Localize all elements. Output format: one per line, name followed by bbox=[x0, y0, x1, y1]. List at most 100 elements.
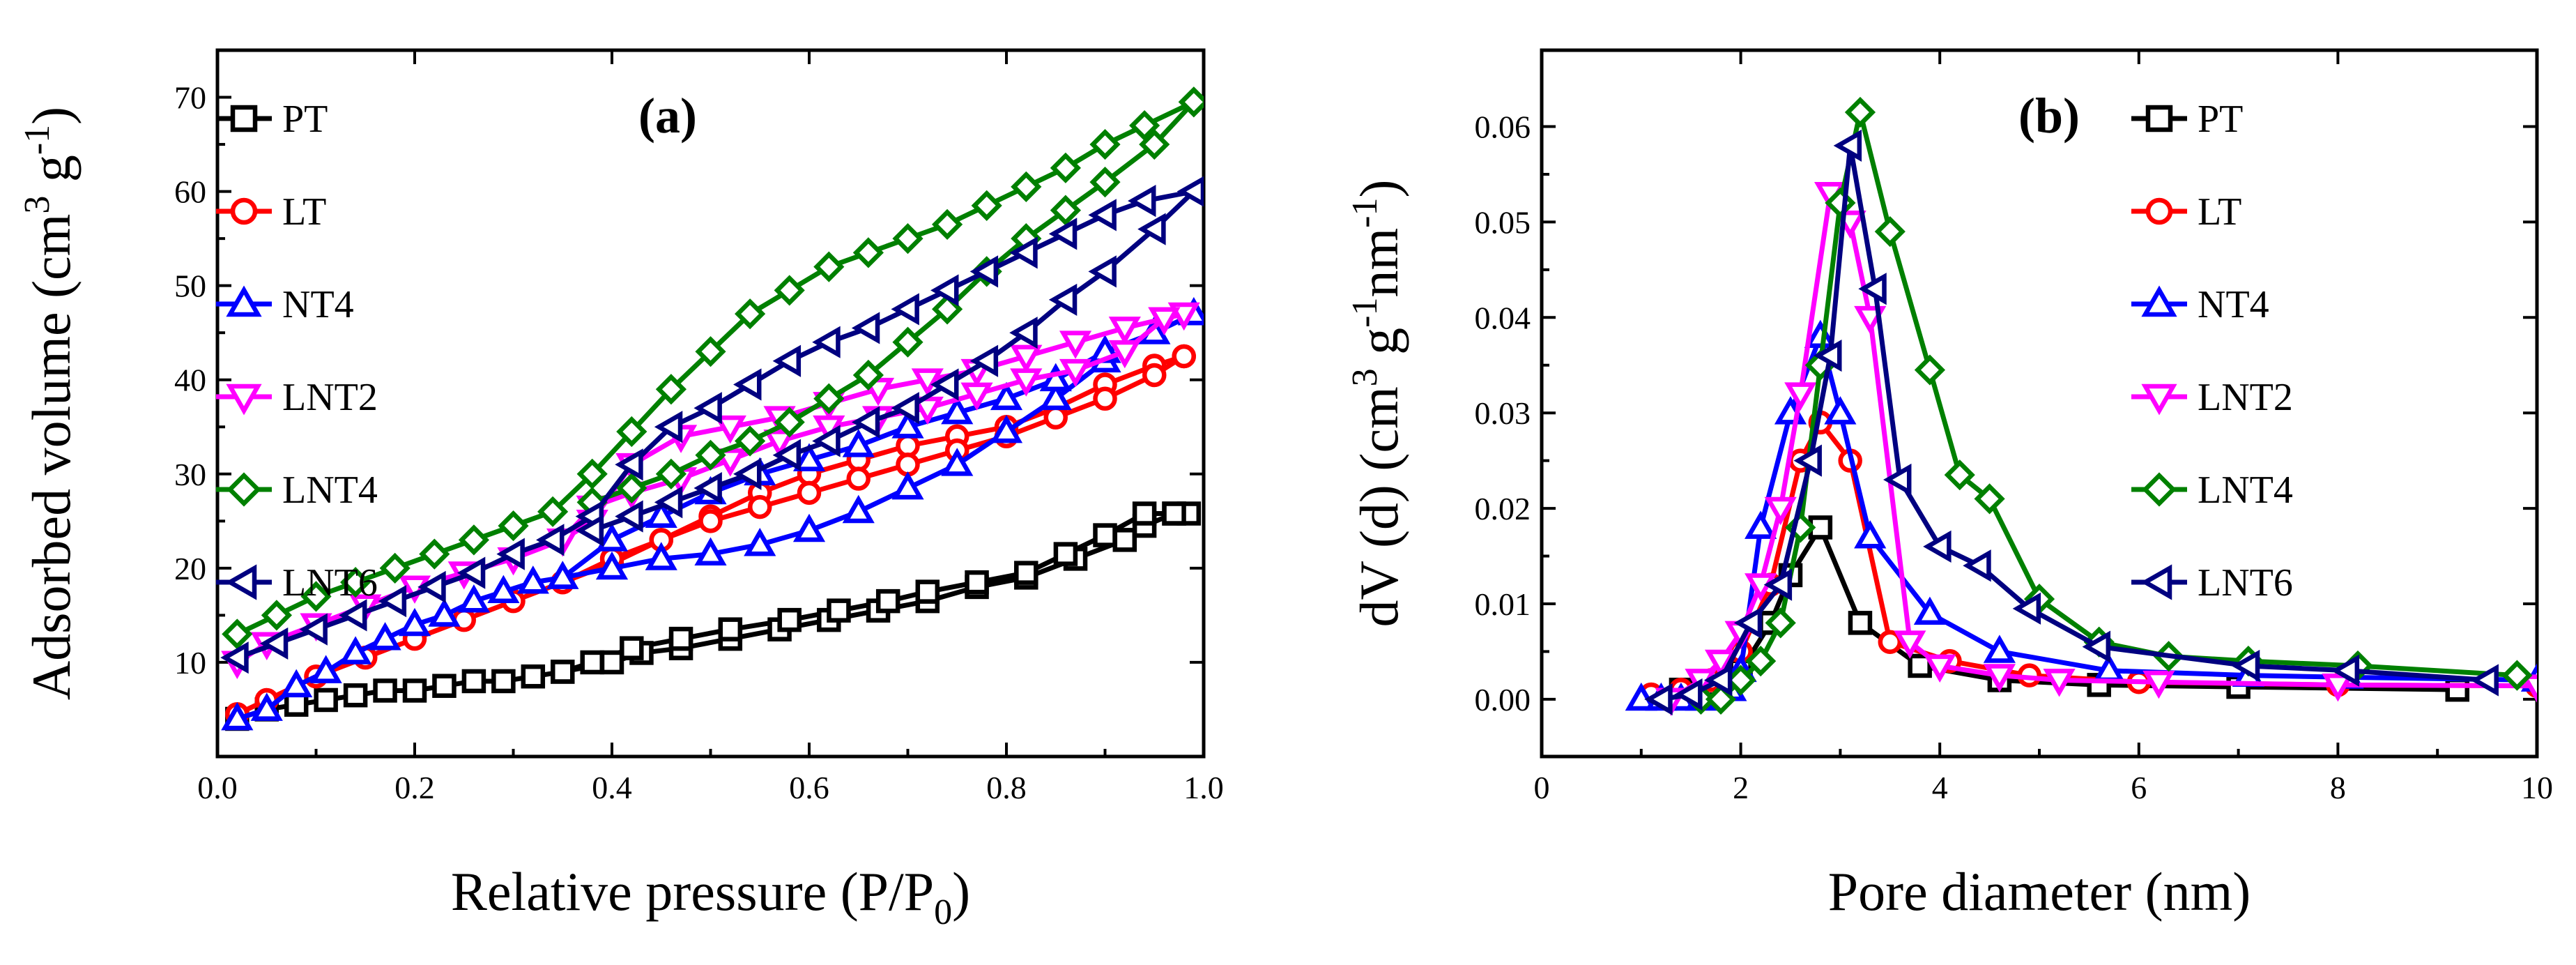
data-point bbox=[763, 430, 796, 458]
data-point bbox=[1093, 523, 1117, 547]
data-point bbox=[969, 344, 999, 377]
data-point bbox=[491, 669, 516, 694]
data-point bbox=[1913, 596, 1947, 625]
data-point bbox=[546, 561, 579, 589]
data-point bbox=[1009, 236, 1038, 269]
plot-frame bbox=[1540, 48, 2539, 759]
data-point bbox=[1129, 109, 1160, 142]
legend-item-lnt4: LNT4 bbox=[2131, 469, 2293, 512]
data-point bbox=[813, 383, 845, 414]
data-point bbox=[551, 660, 575, 684]
data-point bbox=[1108, 340, 1141, 369]
data-point bbox=[428, 598, 461, 627]
data-point bbox=[284, 692, 309, 717]
legend-item-lnt6: LNT6 bbox=[2131, 561, 2293, 605]
x-axis-title-end: ) bbox=[952, 861, 970, 922]
data-point bbox=[1974, 483, 2005, 515]
y-axis-title-ylabel-sup1: 3 bbox=[1345, 368, 1385, 386]
panel-label: (b) bbox=[2018, 88, 2080, 144]
legend-marker bbox=[226, 383, 262, 416]
y-tick-label: 10 bbox=[174, 645, 206, 681]
data-point bbox=[379, 552, 411, 584]
data-point bbox=[343, 683, 368, 708]
data-point bbox=[221, 701, 254, 731]
y-tick-label: 0.02 bbox=[1475, 491, 1531, 526]
x-tick-label: 0.0 bbox=[197, 770, 238, 805]
data-point bbox=[1908, 653, 1932, 678]
data-point bbox=[1093, 386, 1117, 411]
data-point bbox=[1137, 213, 1166, 245]
data-point bbox=[655, 374, 687, 405]
legend-label: LNT6 bbox=[2198, 561, 2293, 605]
data-point bbox=[774, 275, 805, 306]
data-point bbox=[1858, 273, 1887, 305]
series-nt4 bbox=[221, 297, 1204, 731]
legend-item-pt: PT bbox=[216, 98, 328, 141]
data-point bbox=[458, 524, 489, 556]
data-point bbox=[930, 274, 959, 307]
y-axis-title: Adsorbed volume (cm3 g-1) bbox=[17, 107, 82, 700]
data-point bbox=[990, 414, 1023, 443]
data-point bbox=[842, 494, 875, 524]
data-point bbox=[1108, 317, 1141, 345]
data-point bbox=[2142, 670, 2175, 699]
data-point bbox=[1793, 444, 1822, 477]
y-tick-label: 0.06 bbox=[1475, 109, 1531, 145]
data-point bbox=[698, 509, 723, 533]
data-point bbox=[1874, 215, 1906, 248]
plot-area bbox=[220, 86, 1204, 731]
x-tick-label: 10 bbox=[2521, 770, 2553, 805]
data-point bbox=[714, 415, 746, 444]
series-line-lnt4 bbox=[1701, 109, 2517, 702]
data-point bbox=[777, 607, 802, 632]
data-point bbox=[846, 466, 871, 491]
y-tick-label: 70 bbox=[174, 80, 206, 116]
y-tick-label: 50 bbox=[174, 268, 206, 304]
data-point bbox=[1644, 683, 1673, 715]
data-point bbox=[536, 524, 565, 556]
data-point bbox=[222, 618, 253, 650]
data-point bbox=[432, 674, 457, 698]
data-point bbox=[419, 538, 450, 570]
legend-label: PT bbox=[282, 98, 328, 141]
data-point bbox=[1112, 528, 1137, 552]
data-point bbox=[1009, 317, 1038, 349]
y-axis-title-ylabel-sup1: 3 bbox=[17, 196, 57, 214]
data-point bbox=[1014, 561, 1038, 585]
data-point bbox=[1674, 678, 1703, 711]
series-lnt6 bbox=[220, 176, 1204, 674]
x-tick-label: 0 bbox=[1534, 770, 1550, 805]
data-point bbox=[2331, 654, 2360, 687]
legend-label: LNT4 bbox=[282, 469, 378, 512]
data-point bbox=[1088, 199, 1117, 231]
legend-marker bbox=[227, 472, 261, 507]
data-point bbox=[1824, 396, 1857, 425]
data-point bbox=[498, 510, 529, 542]
legend-item-lnt6: LNT6 bbox=[216, 561, 378, 605]
data-point bbox=[915, 579, 940, 604]
data-point bbox=[1844, 96, 1876, 128]
data-point bbox=[960, 382, 993, 411]
data-point bbox=[792, 443, 826, 471]
data-point bbox=[2445, 677, 2470, 702]
data-point bbox=[733, 457, 762, 490]
data-point bbox=[261, 600, 292, 631]
legend-item-lnt2: LNT2 bbox=[216, 376, 378, 419]
data-point bbox=[891, 392, 919, 425]
data-point bbox=[1039, 381, 1072, 411]
data-point bbox=[1089, 166, 1121, 198]
data-point bbox=[645, 542, 677, 570]
data-point bbox=[1089, 128, 1121, 160]
x-tick-label: 0.4 bbox=[592, 770, 632, 805]
legend-marker bbox=[2140, 564, 2172, 600]
data-point bbox=[461, 669, 486, 694]
data-point bbox=[537, 496, 569, 527]
data-point bbox=[1142, 363, 1167, 388]
data-point bbox=[487, 575, 520, 604]
data-point bbox=[616, 472, 647, 504]
legend-label: LNT2 bbox=[282, 376, 378, 419]
x-tick-label: 0.8 bbox=[986, 770, 1027, 805]
data-point bbox=[812, 425, 841, 457]
data-point bbox=[1176, 176, 1204, 207]
